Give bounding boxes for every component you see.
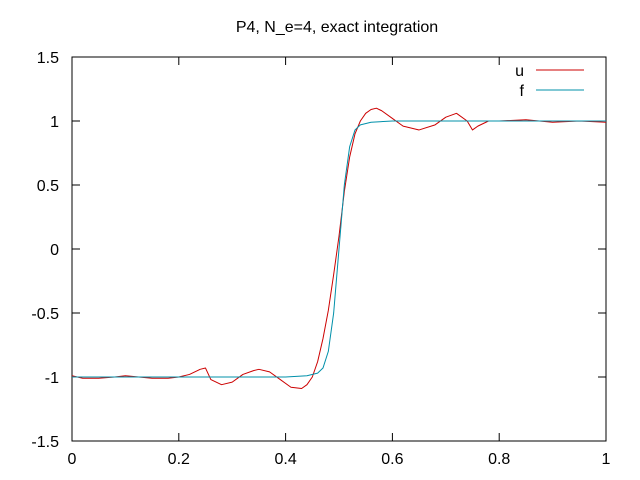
- y-tick-label: -0.5: [31, 306, 59, 323]
- chart-title: P4, N_e=4, exact integration: [236, 19, 438, 36]
- y-tick-label: 0: [50, 242, 59, 259]
- y-tick-label: -1: [45, 370, 59, 387]
- x-tick-label: 0.6: [381, 451, 403, 468]
- y-tick-label: 1.5: [37, 50, 59, 67]
- x-tick-label: 0.2: [168, 451, 190, 468]
- legend-label-u: u: [515, 63, 524, 80]
- y-tick-label: -1.5: [31, 434, 59, 451]
- series-lines: [71, 107, 607, 390]
- axis-ticks: 0 0.2 0.4 0.6 0.8 1 -1.5 -1 -0.5 0 0.5 1 1.5: [31, 50, 610, 468]
- x-tick-label: 1: [602, 451, 611, 468]
- legend: uf: [515, 63, 584, 100]
- x-tick-label: 0.4: [274, 451, 296, 468]
- x-tick-label: 0.8: [488, 451, 510, 468]
- legend-label-f: f: [520, 83, 525, 100]
- y-tick-label: 0.5: [37, 178, 59, 195]
- y-tick-label: 1: [50, 114, 59, 131]
- series-line-u: [71, 107, 607, 390]
- series-line-f: [72, 120, 606, 378]
- x-tick-label: 0: [68, 451, 77, 468]
